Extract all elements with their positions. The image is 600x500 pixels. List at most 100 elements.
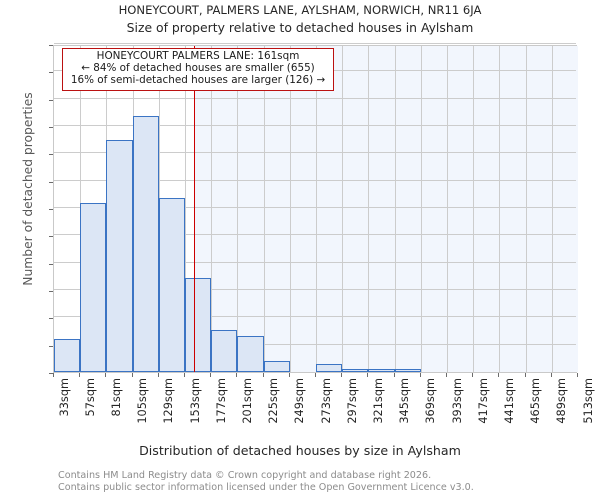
x-axis-tick-label: 489sqm — [555, 378, 569, 424]
x-axis-tick-mark — [577, 373, 578, 377]
x-axis-tick-label: 297sqm — [345, 378, 359, 424]
x-axis-tick-label: 81sqm — [109, 378, 123, 417]
gridline-vertical — [263, 46, 265, 372]
y-axis-tick-mark — [49, 127, 53, 128]
gridline-horizontal — [54, 234, 576, 236]
histogram-bar — [211, 329, 238, 372]
y-axis-tick-mark — [49, 209, 53, 210]
x-axis-tick-mark — [262, 373, 264, 377]
histogram-bar — [368, 369, 395, 372]
gridline-vertical — [420, 46, 422, 372]
gridline-horizontal — [54, 43, 576, 44]
x-axis-tick-mark — [393, 373, 395, 377]
gridline-vertical — [211, 46, 213, 372]
annotation-line-2: ← 84% of detached houses are smaller (65… — [81, 61, 315, 74]
x-axis-tick-mark — [367, 373, 369, 377]
x-axis-tick-label: 57sqm — [83, 378, 97, 417]
y-axis-tick-mark — [49, 236, 53, 238]
x-axis-tick-label: 369sqm — [424, 378, 438, 424]
x-axis-tick-label: 33sqm — [57, 378, 71, 417]
histogram-bar — [132, 116, 159, 372]
gridline-vertical — [342, 46, 344, 372]
y-axis-tick-mark — [49, 99, 53, 101]
page-title: HONEYCOURT, PALMERS LANE, AYLSHAM, NORWI… — [118, 3, 482, 17]
x-axis-tick-mark — [288, 373, 290, 377]
shaded-larger-region — [193, 46, 578, 372]
y-axis-tick-mark — [49, 154, 53, 156]
gridline-vertical — [185, 46, 186, 372]
x-axis-tick-label: 225sqm — [267, 378, 281, 424]
x-axis-tick-mark — [341, 373, 343, 377]
x-axis-tick-mark — [236, 373, 238, 377]
property-marker-line — [193, 46, 196, 372]
x-axis-tick-label: 513sqm — [581, 378, 595, 424]
x-axis-tick-label: 201sqm — [240, 378, 254, 424]
y-axis-tick-mark — [49, 345, 53, 347]
gridline-horizontal — [54, 179, 576, 181]
histogram-bar — [80, 202, 107, 372]
histogram-bar — [185, 277, 212, 372]
footer-attribution: Contains HM Land Registry data © Crown c… — [58, 470, 474, 495]
x-axis-tick-mark — [550, 373, 552, 377]
x-axis-tick-label: 345sqm — [398, 378, 412, 424]
x-axis-tick-label: 273sqm — [319, 378, 333, 424]
x-axis-tick-label: 153sqm — [188, 378, 202, 424]
x-axis-tick-label: 441sqm — [502, 378, 516, 424]
x-axis-tick-label: 249sqm — [293, 378, 307, 424]
gridline-vertical — [237, 46, 239, 372]
x-axis-tick-label: 393sqm — [450, 378, 464, 424]
y-axis-tick-mark — [49, 373, 53, 374]
annotation-box: HONEYCOURT PALMERS LANE: 161sqm ← 84% of… — [62, 48, 334, 91]
x-axis-tick-mark — [184, 373, 185, 377]
gridline-horizontal — [54, 261, 576, 263]
gridline-vertical — [473, 46, 475, 372]
histogram-bar — [342, 369, 369, 372]
y-axis-tick-mark — [49, 72, 53, 74]
x-axis-tick-mark — [53, 373, 54, 377]
x-axis-tick-mark — [79, 373, 81, 377]
x-axis-tick-mark — [131, 373, 133, 377]
x-axis-tick-label: 105sqm — [136, 378, 150, 424]
histogram-bar — [263, 361, 290, 372]
gridline-horizontal — [54, 343, 576, 345]
x-axis-tick-label: 129sqm — [162, 378, 176, 424]
page-subtitle: Size of property relative to detached ho… — [126, 20, 474, 35]
y-axis-tick-mark — [49, 318, 53, 320]
gridline-vertical — [525, 46, 527, 372]
x-axis-tick-label: 417sqm — [476, 378, 490, 424]
histogram-bar — [394, 369, 421, 372]
histogram-bars — [54, 46, 576, 372]
y-axis-tick-mark — [49, 263, 53, 265]
chart-plot-area — [53, 43, 578, 373]
x-axis-title: Distribution of detached houses by size … — [139, 443, 461, 458]
annotation-line-3: 16% of semi-detached houses are larger (… — [70, 73, 326, 86]
gridline-vertical — [394, 46, 396, 372]
gridline-horizontal — [54, 207, 576, 208]
y-axis-tick-mark — [49, 45, 53, 46]
gridline-vertical — [368, 46, 370, 372]
histogram-bar — [316, 363, 343, 372]
x-axis-tick-mark — [105, 373, 107, 377]
x-axis-tick-label: 177sqm — [214, 378, 228, 424]
x-axis-tick-mark — [419, 373, 421, 377]
x-axis-tick-mark — [498, 373, 500, 377]
x-axis-tick-label: 465sqm — [529, 378, 543, 424]
x-axis-tick-mark — [472, 373, 474, 377]
gridline-horizontal — [54, 97, 576, 99]
gridline-vertical — [499, 46, 501, 372]
x-axis-tick-mark — [157, 373, 159, 377]
annotation-line-1: HONEYCOURT PALMERS LANE: 161sqm — [96, 50, 300, 62]
x-axis-tick-mark — [524, 373, 526, 377]
footer-line-2: Contains public sector information licen… — [58, 482, 474, 494]
y-axis-tick-mark — [49, 291, 53, 292]
gridline-vertical — [316, 46, 317, 372]
gridline-vertical — [551, 46, 553, 372]
y-axis-title: Number of detached properties — [21, 92, 35, 286]
gridline-vertical — [289, 46, 291, 372]
gridline-vertical — [447, 46, 448, 372]
x-axis-tick-mark — [210, 373, 212, 377]
histogram-bar — [106, 139, 133, 372]
x-axis-tick-label: 321sqm — [371, 378, 385, 424]
x-axis-tick-mark — [446, 373, 447, 377]
gridline-horizontal — [54, 316, 576, 318]
